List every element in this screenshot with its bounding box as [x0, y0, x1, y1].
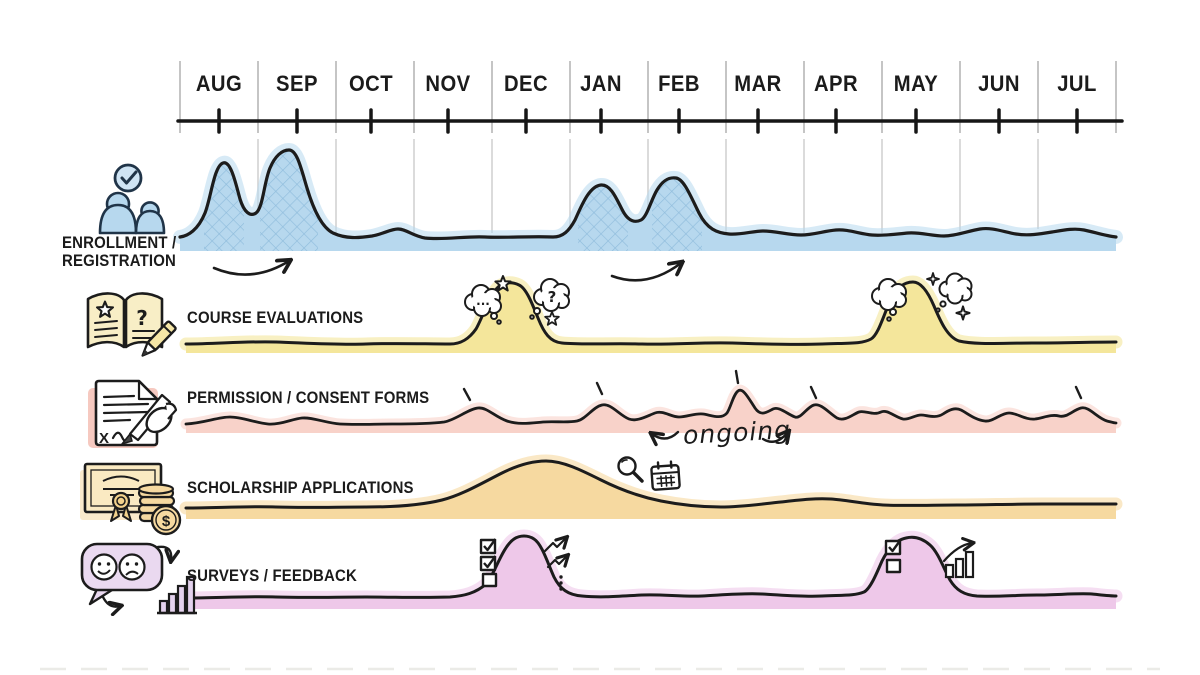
course-evaluations-wave: ... ? — [179, 272, 1123, 353]
month-label: APR — [813, 71, 859, 96]
star-icon — [95, 300, 115, 318]
sparkle-icon — [926, 272, 971, 321]
permission-forms-wave — [180, 369, 1122, 442]
month-label: SEP — [276, 71, 318, 96]
row-label-permission-forms: PERMISSION / CONSENT FORMS — [187, 388, 430, 407]
dots-doodle — [559, 575, 563, 591]
arrow-to-chart — [156, 545, 171, 560]
ribbon-rosette-icon — [110, 491, 132, 522]
ongoing-arrow-left — [652, 432, 680, 439]
row-label-line: ENROLLMENT / — [62, 233, 177, 252]
svg-text:X: X — [99, 430, 109, 447]
checklist-icon — [479, 538, 498, 588]
magnifier-icon — [617, 456, 644, 483]
scholarship-icon: $ — [80, 462, 182, 536]
ongoing-arrow-right — [761, 432, 788, 442]
surge-arrow-jan-feb — [610, 263, 681, 282]
month-label: JUN — [978, 71, 1020, 96]
trend-arrows-icon — [543, 538, 567, 569]
dollar-coin-icon: $ — [150, 504, 182, 536]
row-label-surveys: SURVEYS / FEEDBACK — [187, 566, 357, 585]
month-label: JAN — [580, 71, 622, 96]
bar-chart-icon — [157, 575, 197, 615]
row-label-enrollment: ENROLLMENT / REGISTRATION — [62, 234, 176, 270]
enrollment-wave — [173, 143, 1123, 282]
calendar-icon — [650, 460, 681, 491]
svg-text:?: ? — [548, 288, 557, 306]
thought-bubble-ellipsis-icon: ... — [464, 284, 502, 325]
month-label: MAY — [893, 71, 939, 96]
month-label: NOV — [425, 71, 471, 96]
permission-consent-icon: X — [88, 379, 178, 448]
svg-text:...: ... — [476, 294, 490, 308]
arrow-from-bubble — [101, 595, 120, 607]
month-label: AUG — [195, 71, 243, 96]
surge-arrow-aug-sep — [212, 261, 289, 276]
coin-stack-icon — [137, 483, 176, 523]
thought-bubble-question-icon: ? — [529, 278, 570, 320]
month-label: FEB — [658, 71, 700, 96]
svg-text:?: ? — [136, 306, 148, 330]
signing-hand-icon — [119, 393, 178, 446]
month-label: DEC — [503, 71, 549, 96]
pencil-icon — [141, 320, 177, 357]
course-evaluations-icon: ? — [86, 292, 177, 357]
row-label-course-evaluations: COURSE EVALUATIONS — [187, 308, 364, 327]
smiley-face-icon — [90, 553, 118, 581]
month-label: MAR — [734, 71, 782, 96]
row-label-line: REGISTRATION — [62, 251, 177, 270]
axis-ticks — [217, 108, 1079, 134]
ongoing-annotation: ongoing — [682, 415, 792, 450]
thought-bubble-empty-icon — [871, 278, 907, 322]
star-icon — [494, 275, 560, 326]
row-label-scholarship: SCHOLARSHIP APPLICATIONS — [187, 478, 414, 497]
frowny-face-icon — [118, 553, 146, 581]
month-label: OCT — [348, 71, 394, 96]
month-label: JUL — [1057, 71, 1097, 96]
scholarship-wave — [179, 454, 1123, 519]
growth-chart-icon — [942, 543, 973, 579]
emphasis-tick-doodles — [462, 369, 1083, 402]
checklist-icon — [884, 539, 902, 574]
enrollment-icon — [98, 163, 166, 235]
thought-bubble-empty-icon — [935, 272, 973, 313]
surveys-wave — [179, 529, 1123, 609]
surveys-feedback-icon — [80, 542, 197, 615]
svg-text:$: $ — [162, 513, 171, 530]
